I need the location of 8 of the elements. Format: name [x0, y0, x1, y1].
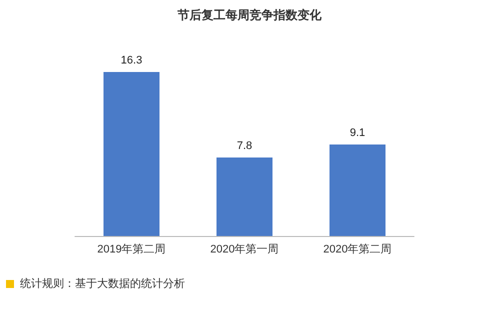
x-tick-label: 2020年第一周 [210, 244, 279, 256]
x-tick-label: 2020年第二周 [323, 244, 392, 256]
data-label: 9.1 [350, 126, 366, 139]
text: 统计规则：基于大数据的统计分析 [20, 277, 185, 290]
data-label: 16.3 [120, 54, 142, 66]
x-tick-label: 2019年第二周 [97, 244, 166, 256]
chart-title: 节后复工每周竞争指数变化 [176, 8, 322, 22]
data-label: 7.8 [236, 140, 252, 152]
